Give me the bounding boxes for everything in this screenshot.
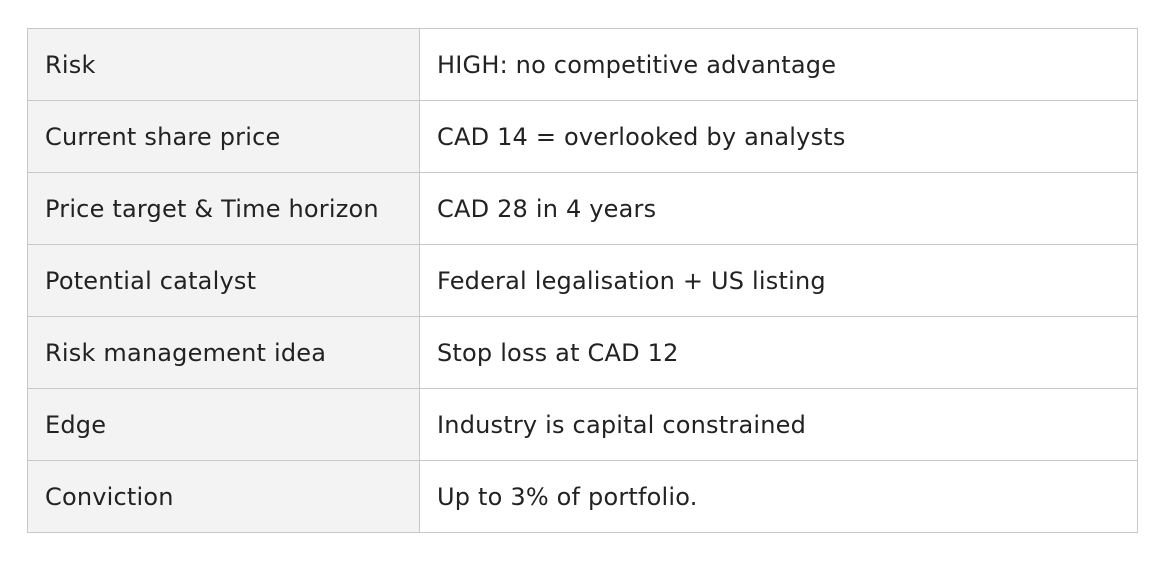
table-row-edge: Edge Industry is capital constrained bbox=[27, 388, 1138, 461]
investment-summary-table-wrapper: Risk HIGH: no competitive advantage Curr… bbox=[27, 28, 1138, 533]
row-label: Edge bbox=[27, 388, 420, 461]
table-row-risk-management-idea: Risk management idea Stop loss at CAD 12 bbox=[27, 316, 1138, 389]
row-value: Up to 3% of portfolio. bbox=[419, 460, 1138, 533]
table-row-price-target: Price target & Time horizon CAD 28 in 4 … bbox=[27, 172, 1138, 245]
row-value: Federal legalisation + US listing bbox=[419, 244, 1138, 317]
row-value: HIGH: no competitive advantage bbox=[419, 28, 1138, 101]
table-row-conviction: Conviction Up to 3% of portfolio. bbox=[27, 460, 1138, 533]
row-value: Industry is capital constrained bbox=[419, 388, 1138, 461]
row-label: Potential catalyst bbox=[27, 244, 420, 317]
row-value: CAD 28 in 4 years bbox=[419, 172, 1138, 245]
row-label: Risk management idea bbox=[27, 316, 420, 389]
row-value: Stop loss at CAD 12 bbox=[419, 316, 1138, 389]
table-row-risk: Risk HIGH: no competitive advantage bbox=[27, 28, 1138, 101]
investment-summary-table: Risk HIGH: no competitive advantage Curr… bbox=[27, 28, 1138, 533]
row-label: Price target & Time horizon bbox=[27, 172, 420, 245]
row-label: Conviction bbox=[27, 460, 420, 533]
row-value: CAD 14 = overlooked by analysts bbox=[419, 100, 1138, 173]
table-row-potential-catalyst: Potential catalyst Federal legalisation … bbox=[27, 244, 1138, 317]
row-label: Current share price bbox=[27, 100, 420, 173]
table-row-current-share-price: Current share price CAD 14 = overlooked … bbox=[27, 100, 1138, 173]
row-label: Risk bbox=[27, 28, 420, 101]
